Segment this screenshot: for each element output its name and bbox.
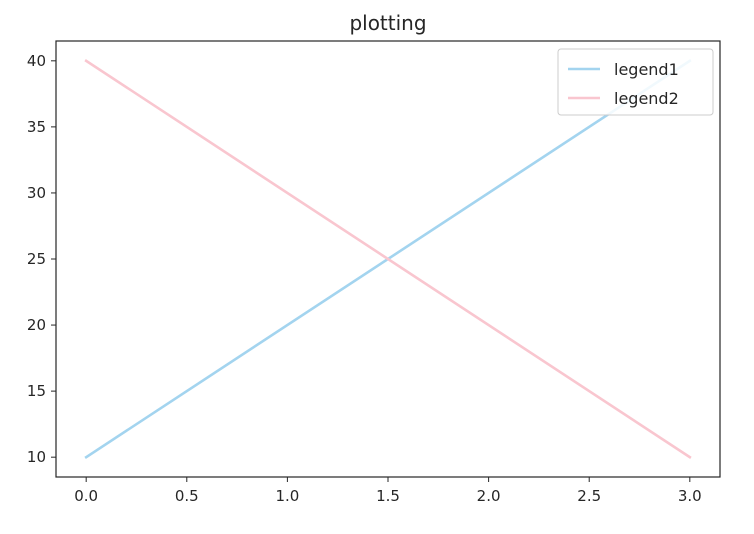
- y-tick-label: 10: [27, 448, 46, 466]
- x-tick-label: 2.0: [477, 487, 501, 505]
- y-tick-label: 15: [27, 382, 46, 400]
- plot-frame: [55, 40, 721, 478]
- x-tick-label: 0.0: [74, 487, 98, 505]
- y-tick-label: 25: [27, 250, 46, 268]
- x-tick-label: 3.0: [678, 487, 702, 505]
- y-tick-label: 20: [27, 316, 46, 334]
- x-tick-label: 2.5: [577, 487, 601, 505]
- x-tick-label: 1.0: [275, 487, 299, 505]
- chart-title: plotting: [349, 11, 426, 35]
- x-tick-label: 0.5: [175, 487, 199, 505]
- series-lines: [84, 59, 692, 459]
- y-tick-label: 30: [27, 184, 46, 202]
- y-tick-label: 40: [27, 52, 46, 70]
- x-tick-label: 1.5: [376, 487, 400, 505]
- series-line-legend2: [84, 59, 692, 459]
- legend: legend1 legend2: [557, 48, 714, 116]
- y-tick-label: 35: [27, 118, 46, 136]
- legend-label: legend1: [614, 60, 679, 79]
- axis-ticks: 0.0 0.5 1.0 1.5 2.0 2.5 3.0 10 15 20 25 30 35 40: [27, 52, 702, 505]
- legend-label: legend2: [614, 89, 679, 108]
